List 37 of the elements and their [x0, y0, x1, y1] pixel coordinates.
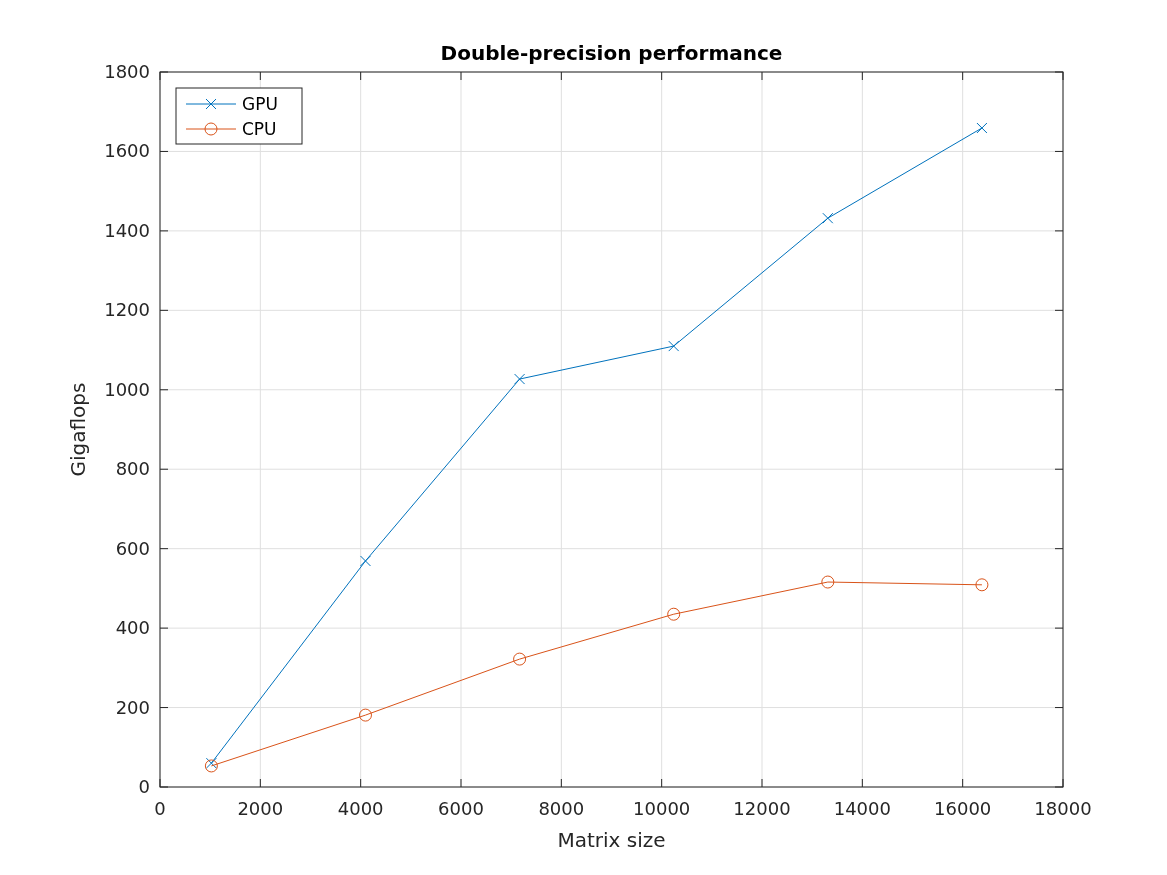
y-tick-label: 1200: [104, 299, 150, 321]
point: [204, 759, 218, 773]
point: [514, 373, 526, 385]
x-tick-label: 12000: [733, 798, 791, 819]
x-tick-label: 0: [154, 798, 166, 819]
x-axis-title: Matrix size: [557, 828, 666, 852]
y-tick-label: 1000: [104, 378, 150, 400]
point: [821, 575, 835, 589]
y-tick-label: 400: [115, 617, 150, 639]
chart-title: Double-precision performance: [440, 41, 783, 65]
y-tick-label: 1800: [104, 61, 150, 82]
y-tick-label: 200: [115, 696, 150, 718]
point: [513, 652, 527, 666]
point: [667, 607, 681, 621]
point: [975, 578, 989, 592]
legend-label: CPU: [242, 119, 277, 139]
x-tick-label: 18000: [1034, 798, 1092, 819]
legend-label: GPU: [242, 94, 278, 114]
x-tick-label: 6000: [438, 798, 484, 819]
point: [359, 555, 371, 567]
x-tick-label: 2000: [237, 798, 284, 819]
y-tick-label: 1600: [104, 140, 150, 162]
x-tick-label: 4000: [337, 798, 384, 819]
y-tick-label: 800: [115, 458, 150, 480]
point: [205, 757, 217, 769]
x-tick-label: 14000: [833, 798, 891, 819]
y-tick-label: 0: [138, 776, 150, 797]
point: [358, 708, 372, 722]
point: [822, 212, 834, 224]
point: [668, 340, 680, 352]
x-tick-label: 16000: [934, 798, 992, 819]
y-tick-label: 1400: [104, 219, 150, 241]
point: [976, 122, 988, 134]
x-tick-label: 10000: [633, 798, 691, 819]
y-tick-label: 600: [115, 537, 150, 559]
x-tick-label: 8000: [538, 798, 585, 819]
y-axis-title: Gigaflops: [66, 382, 90, 477]
